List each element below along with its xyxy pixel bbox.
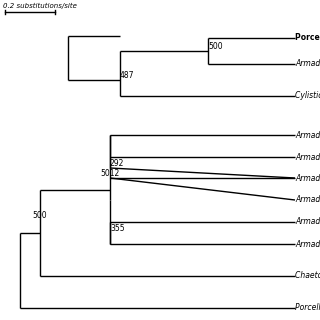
Text: 500: 500	[208, 42, 223, 51]
Text: Armadillidium vulgare (DQ778995): Armadillidium vulgare (DQ778995)	[295, 196, 320, 204]
Text: 355: 355	[110, 224, 124, 233]
Text: Armadillidium vulgare (DQ778996): Armadillidium vulgare (DQ778996)	[295, 60, 320, 68]
Text: Armadillidium album (AJ276599): Armadillidium album (AJ276599)	[295, 153, 320, 162]
Text: Armadillidium nasatum (AJ276600): Armadillidium nasatum (AJ276600)	[295, 218, 320, 227]
Text: Porcellio dilatatus (AJ276606): Porcellio dilatatus (AJ276606)	[295, 303, 320, 313]
Text: 487: 487	[120, 71, 134, 80]
Text: Porcellio laevis: Porcellio laevis	[295, 34, 320, 43]
Text: 5012: 5012	[100, 169, 119, 178]
Text: Cylisticus convexus (AJ276612): Cylisticus convexus (AJ276612)	[295, 92, 320, 100]
Text: 292: 292	[110, 159, 124, 168]
Text: Armadillidium vulgare (DQ842457): Armadillidium vulgare (DQ842457)	[295, 131, 320, 140]
Text: Armadillidium album (DQ778999): Armadillidium album (DQ778999)	[295, 173, 320, 182]
Text: Armadillidium nasatum (DQ778992): Armadillidium nasatum (DQ778992)	[295, 239, 320, 249]
Text: Chaetophiloscia elongata (AJ276611): Chaetophiloscia elongata (AJ276611)	[295, 271, 320, 281]
Text: 0.2 substitutions/site: 0.2 substitutions/site	[3, 3, 77, 9]
Text: 500: 500	[32, 211, 47, 220]
